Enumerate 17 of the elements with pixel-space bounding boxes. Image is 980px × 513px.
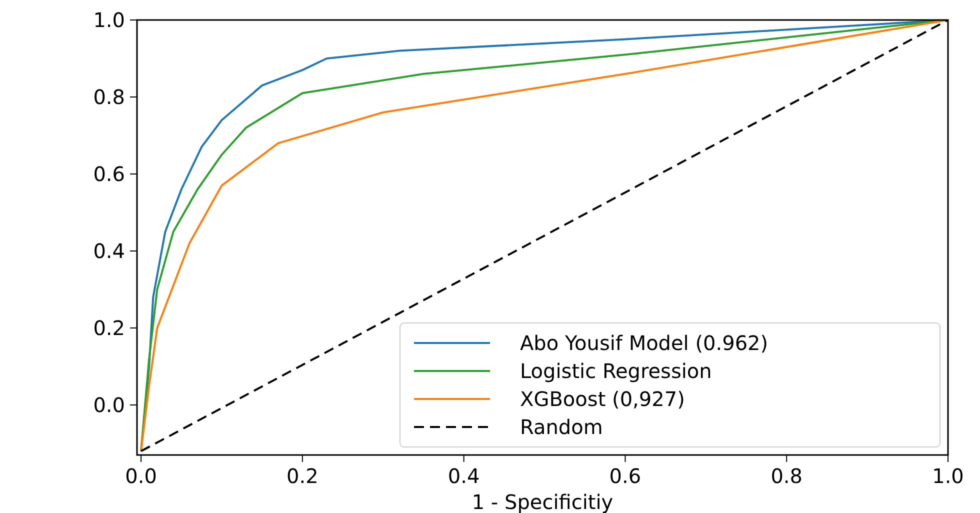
x-tick-label: 0.4 <box>448 464 480 488</box>
x-tick-label: 0.8 <box>770 464 803 488</box>
legend-label: Random <box>520 415 603 439</box>
x-tick-label: 1.0 <box>932 464 964 488</box>
y-tick-label: 0.8 <box>93 84 125 109</box>
x-tick-label: 0.6 <box>609 464 642 488</box>
legend-label: Abo Yousif Model (0.962) <box>520 331 768 355</box>
legend-label: XGBoost (0,927) <box>520 387 685 411</box>
y-tick-label: 0.6 <box>93 162 125 186</box>
x-axis-title: 1 - Specificitiy <box>472 490 614 513</box>
y-tick-label: 0.2 <box>93 316 125 340</box>
x-tick-label: 0.2 <box>286 464 318 488</box>
y-tick-label: 1.0 <box>93 8 125 32</box>
legend-label: Logistic Regression <box>520 359 712 383</box>
y-tick-label: 0.0 <box>93 392 125 417</box>
x-tick-label: 0.0 <box>125 464 157 488</box>
y-tick-label: 0.4 <box>93 238 125 263</box>
